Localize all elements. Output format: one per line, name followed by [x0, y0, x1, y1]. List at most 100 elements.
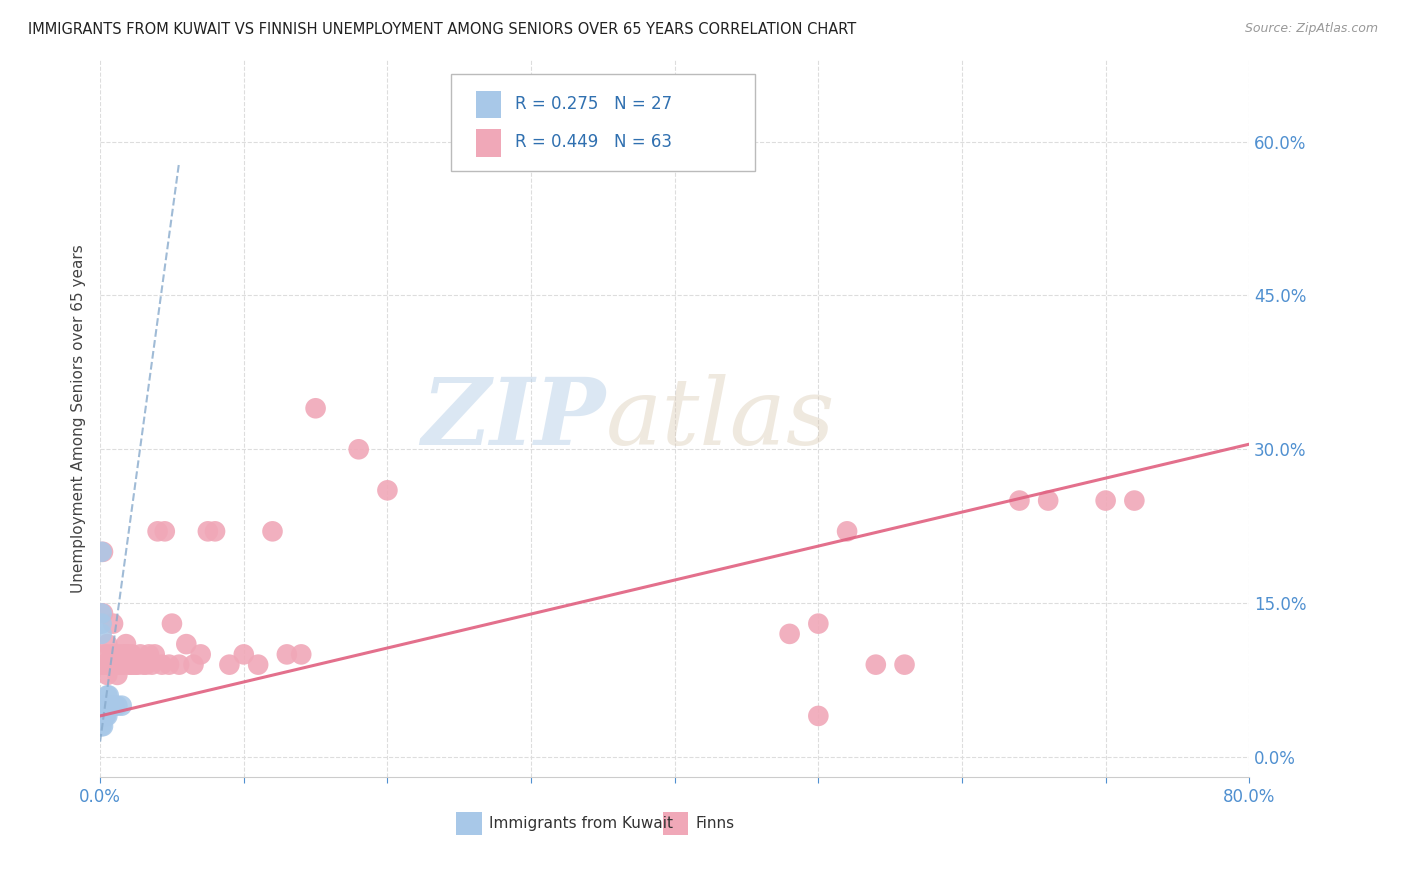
Point: [135, 657, 157, 672]
Point: [105, 668, 128, 682]
Text: ZIP: ZIP: [422, 374, 606, 464]
Point: [262, 524, 284, 539]
Text: Source: ZipAtlas.com: Source: ZipAtlas.com: [1244, 22, 1378, 36]
Point: [91, 709, 114, 723]
Point: [97, 698, 120, 713]
Point: [1008, 493, 1031, 508]
Point: [204, 524, 226, 539]
Point: [93, 709, 115, 723]
Point: [91, 545, 114, 559]
Point: [183, 657, 205, 672]
Point: [122, 657, 145, 672]
Point: [90, 719, 112, 733]
Point: [347, 442, 370, 457]
Text: Immigrants from Kuwait: Immigrants from Kuwait: [488, 816, 672, 830]
Point: [96, 709, 118, 723]
Point: [90, 607, 112, 621]
Point: [127, 657, 149, 672]
Point: [807, 709, 830, 723]
Point: [167, 657, 190, 672]
Point: [93, 698, 115, 713]
Point: [96, 668, 118, 682]
Point: [129, 648, 152, 662]
Point: [160, 616, 183, 631]
Point: [96, 689, 118, 703]
Point: [146, 524, 169, 539]
Point: [97, 689, 120, 703]
Point: [232, 648, 254, 662]
Point: [835, 524, 858, 539]
Point: [117, 648, 139, 662]
Point: [153, 524, 176, 539]
Y-axis label: Unemployment Among Seniors over 65 years: Unemployment Among Seniors over 65 years: [72, 244, 86, 593]
Point: [114, 648, 136, 662]
Text: IMMIGRANTS FROM KUWAIT VS FINNISH UNEMPLOYMENT AMONG SENIORS OVER 65 YEARS CORRE: IMMIGRANTS FROM KUWAIT VS FINNISH UNEMPL…: [28, 22, 856, 37]
Point: [111, 698, 134, 713]
Point: [138, 648, 160, 662]
Point: [276, 648, 298, 662]
Point: [118, 657, 141, 672]
Text: Finns: Finns: [696, 816, 734, 830]
Point: [112, 657, 135, 672]
Point: [90, 709, 112, 723]
Text: atlas: atlas: [606, 374, 835, 464]
Point: [304, 401, 326, 416]
Point: [97, 657, 120, 672]
FancyBboxPatch shape: [450, 74, 755, 171]
Point: [125, 657, 148, 672]
Point: [100, 698, 122, 713]
Point: [197, 524, 219, 539]
Point: [104, 648, 127, 662]
Point: [91, 709, 114, 723]
Text: R = 0.275   N = 27: R = 0.275 N = 27: [515, 95, 672, 113]
Point: [115, 637, 138, 651]
Point: [91, 709, 114, 723]
Point: [98, 698, 121, 713]
FancyBboxPatch shape: [457, 812, 482, 835]
Point: [107, 657, 129, 672]
Point: [865, 657, 887, 672]
Point: [94, 698, 117, 713]
Point: [157, 657, 180, 672]
Point: [90, 545, 112, 559]
Point: [377, 483, 399, 498]
Point: [218, 657, 240, 672]
Point: [111, 657, 134, 672]
Point: [90, 657, 112, 672]
Point: [1123, 493, 1146, 508]
Point: [105, 698, 128, 713]
Point: [247, 657, 270, 672]
Point: [143, 648, 166, 662]
Point: [176, 637, 198, 651]
Text: R = 0.449   N = 63: R = 0.449 N = 63: [515, 133, 672, 151]
FancyBboxPatch shape: [475, 91, 501, 119]
Point: [91, 698, 114, 713]
Point: [1094, 493, 1116, 508]
Point: [91, 719, 114, 733]
Point: [94, 648, 117, 662]
Point: [807, 616, 830, 631]
Point: [90, 616, 112, 631]
Point: [110, 648, 132, 662]
Point: [93, 709, 115, 723]
Point: [94, 698, 117, 713]
FancyBboxPatch shape: [475, 129, 501, 156]
Point: [98, 657, 121, 672]
Point: [101, 616, 124, 631]
Point: [103, 698, 125, 713]
Point: [779, 627, 801, 641]
Point: [150, 657, 173, 672]
Point: [893, 657, 915, 672]
Point: [96, 637, 118, 651]
Point: [90, 627, 112, 641]
Point: [121, 648, 143, 662]
FancyBboxPatch shape: [664, 812, 689, 835]
Point: [93, 657, 115, 672]
Point: [120, 657, 142, 672]
Point: [141, 657, 163, 672]
Point: [190, 648, 212, 662]
Point: [100, 648, 122, 662]
Point: [91, 607, 114, 621]
Point: [94, 709, 117, 723]
Point: [132, 657, 155, 672]
